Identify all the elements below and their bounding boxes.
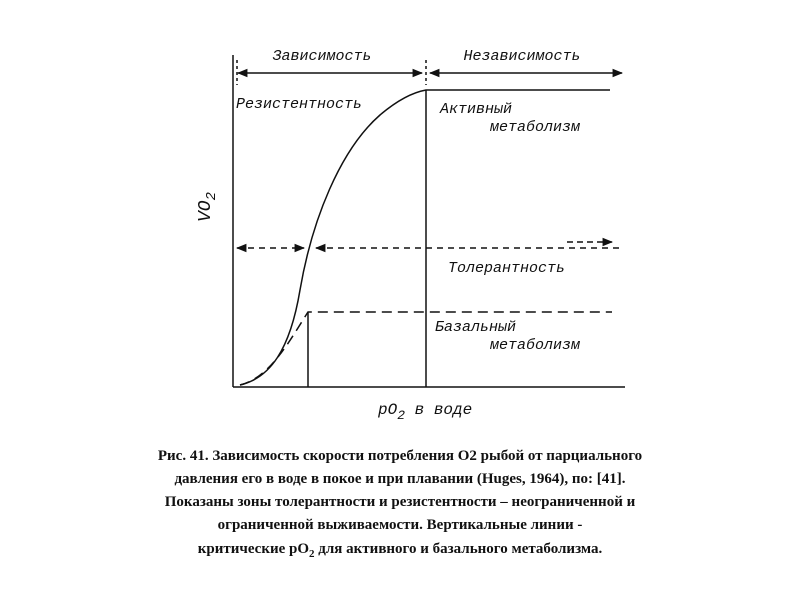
- caption-line: критические рО2 для активного и базально…: [198, 541, 603, 560]
- curve-label: Резистентность: [236, 96, 362, 113]
- zone-label: Независимость: [463, 48, 580, 65]
- y-axis-sub: 2: [204, 192, 220, 200]
- caption-line: давления его в воде в покое и при плаван…: [174, 471, 625, 487]
- basal-curve: [239, 311, 612, 386]
- axes: [232, 55, 625, 388]
- caption-part: критические рО: [198, 541, 309, 557]
- tolerance-arrows: [235, 237, 622, 253]
- x-axis-rest: в воде: [405, 401, 472, 419]
- zone-arrows: [236, 60, 624, 85]
- x-axis-main: pO: [377, 401, 398, 419]
- curve-label: Толерантность: [448, 260, 565, 277]
- curve-label: метаболизм: [489, 337, 581, 354]
- y-axis-label: VO2: [196, 192, 220, 222]
- caption-part: для активного и базального метаболизма.: [315, 541, 603, 557]
- caption-sub: 2: [309, 548, 315, 560]
- curve-label: Активный: [439, 101, 512, 118]
- x-axis-label: pO2 в воде: [377, 401, 472, 423]
- caption-line: Рис. 41. Зависимость скорости потреблени…: [158, 448, 642, 464]
- x-axis-sub: 2: [397, 408, 405, 423]
- active-curve: [239, 89, 610, 386]
- curve-label: Базальный: [435, 319, 516, 336]
- zone-label: Зависимость: [272, 48, 371, 65]
- y-axis-main: VO: [196, 200, 216, 222]
- caption-line: Показаны зоны толерантности и резистентн…: [165, 494, 636, 510]
- curve-label: метаболизм: [489, 119, 581, 136]
- caption: Рис. 41. Зависимость скорости потреблени…: [158, 448, 642, 560]
- caption-line: ограниченной выживаемости. Вертикальные …: [218, 517, 583, 533]
